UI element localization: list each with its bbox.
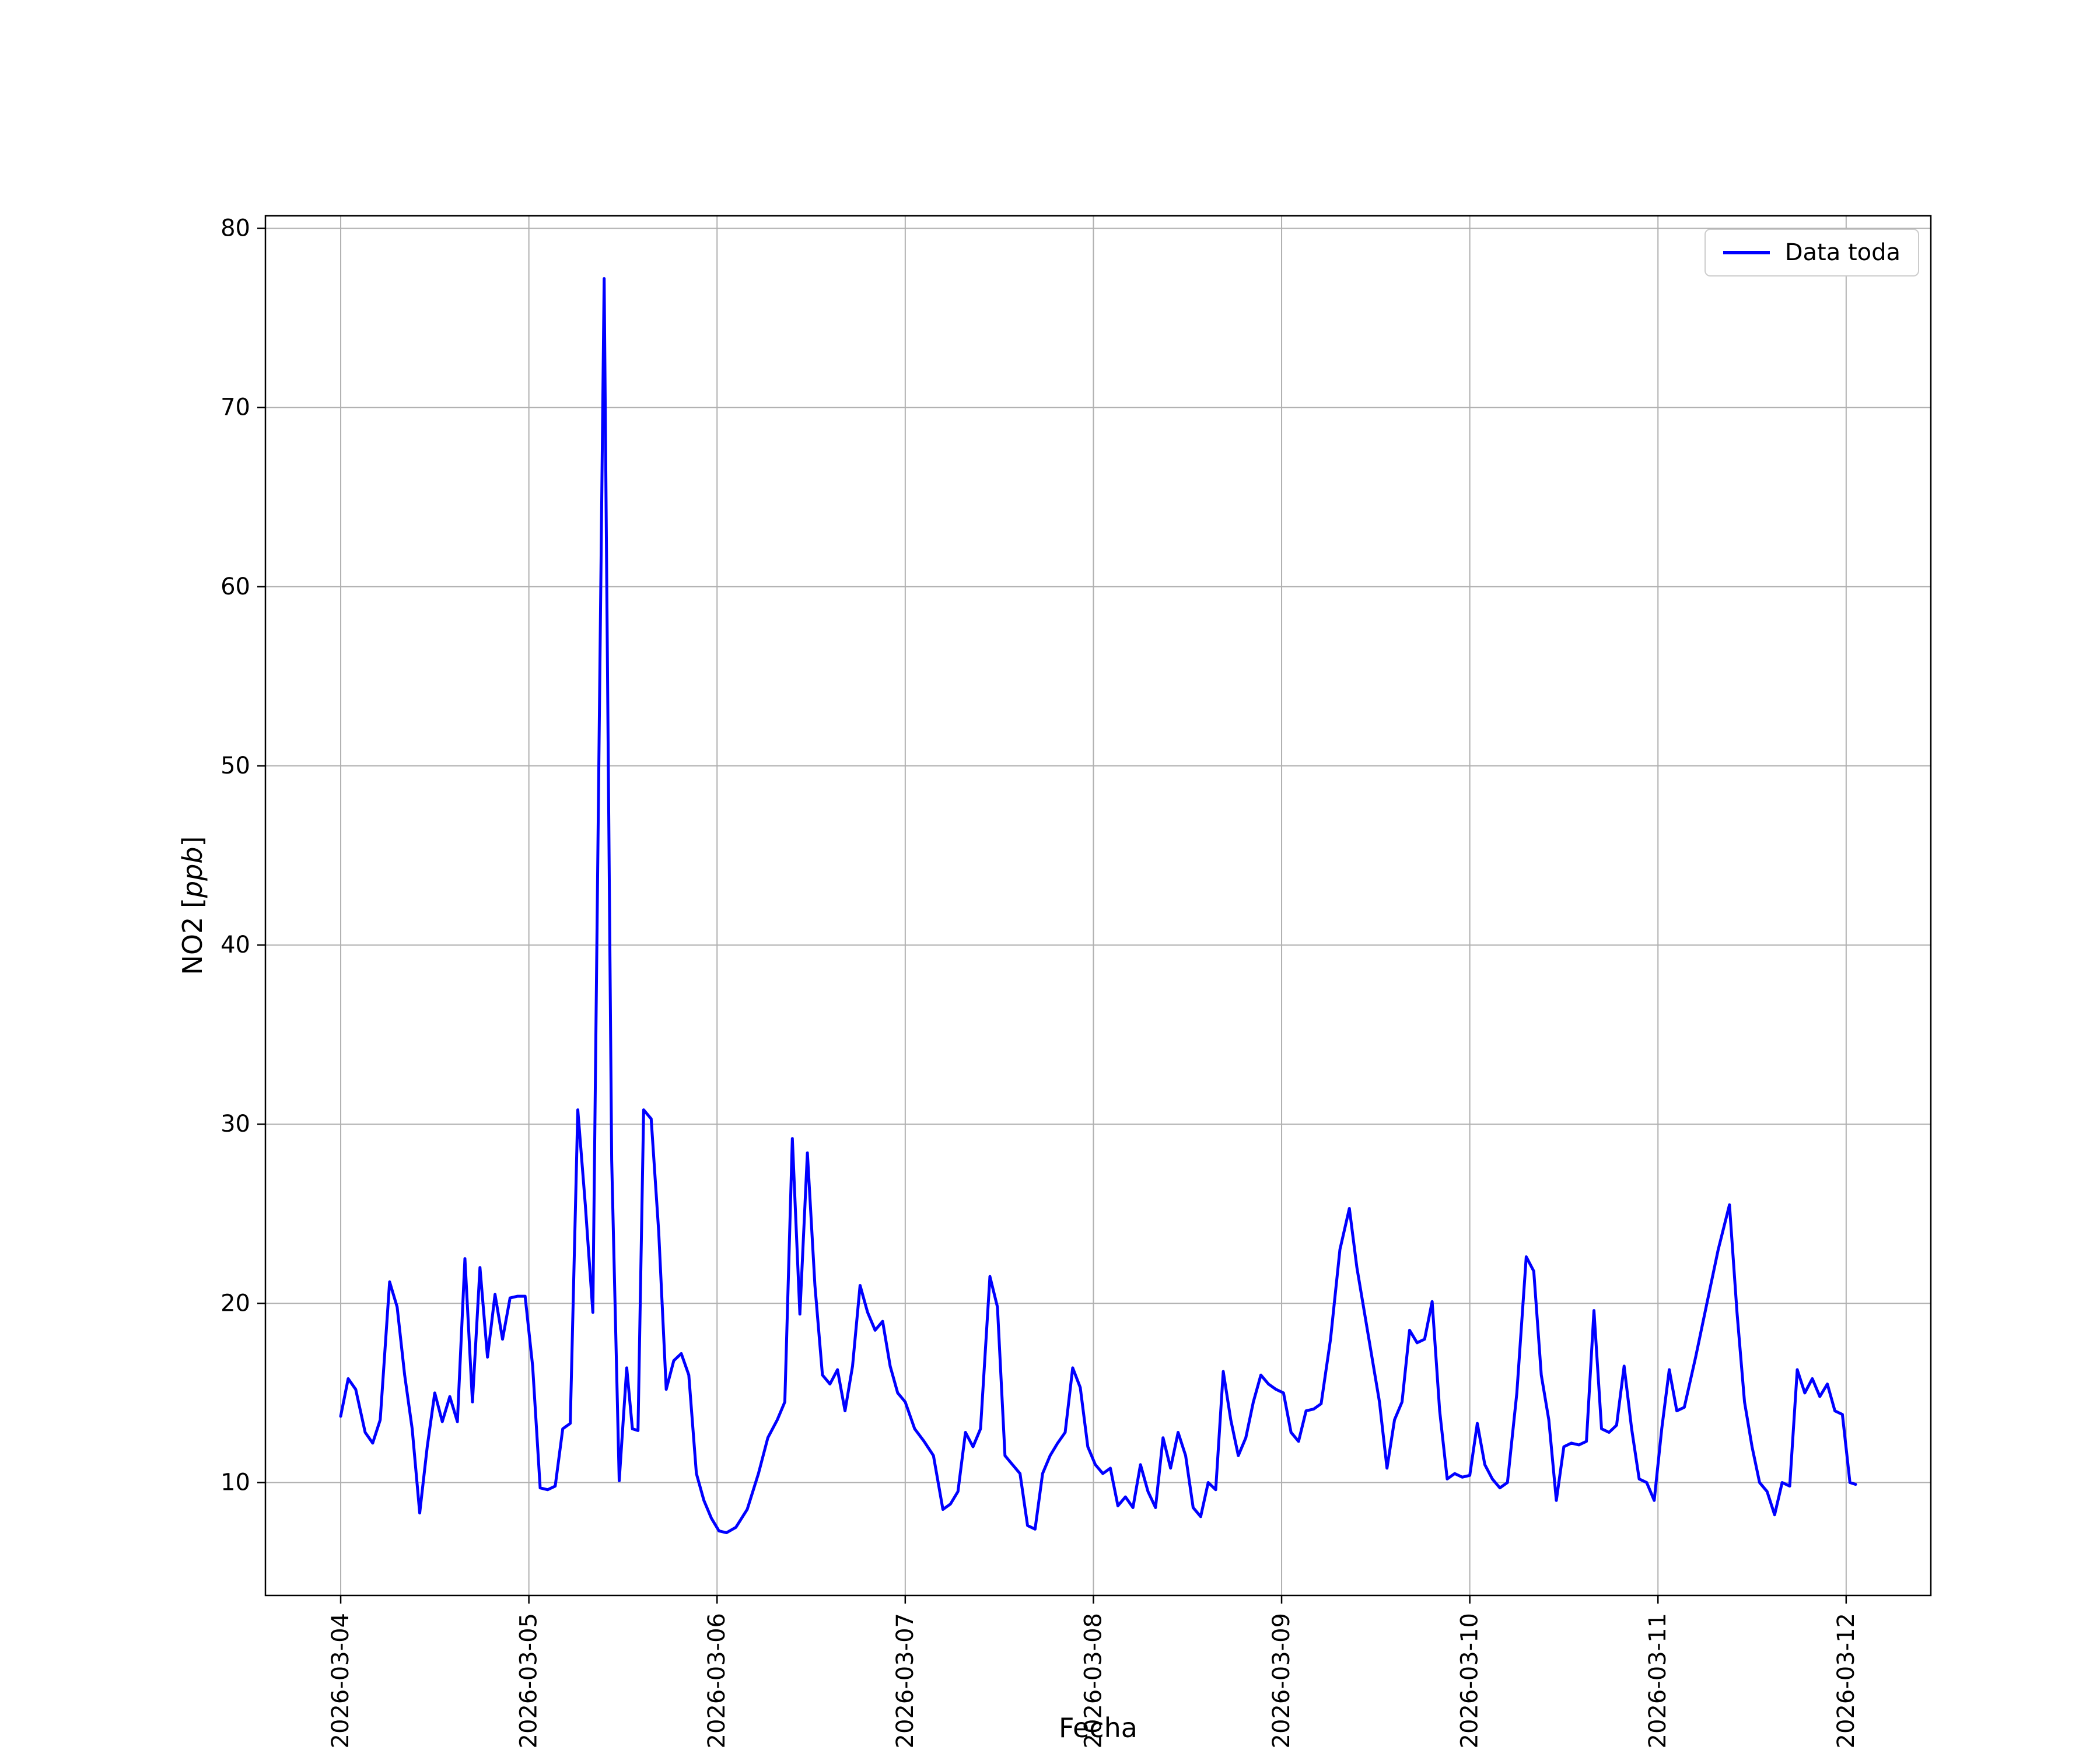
x-tick-label: 2026-03-09 [1268, 1613, 1295, 1748]
y-tick-label: 30 [220, 1111, 250, 1138]
y-tick-label: 60 [220, 573, 250, 600]
x-tick-label: 2026-03-06 [704, 1613, 730, 1748]
legend-line-sample [1723, 251, 1770, 254]
legend: Data toda [1704, 229, 1919, 276]
x-tick-label: 2026-03-12 [1833, 1613, 1860, 1748]
x-tick-label: 2026-03-11 [1644, 1613, 1671, 1748]
x-tick-label: 2026-03-07 [892, 1613, 919, 1748]
x-tick-label: 2026-03-08 [1080, 1613, 1107, 1748]
y-axis-label: NO2 [ppb] [177, 836, 208, 975]
y-tick-label: 10 [220, 1469, 250, 1496]
axes-spines [264, 215, 1932, 1597]
x-axis-label: Fecha [1059, 1712, 1138, 1744]
x-tick-label: 2026-03-04 [327, 1613, 354, 1748]
x-tick-label: 2026-03-05 [516, 1613, 542, 1748]
y-tick-label: 20 [220, 1290, 250, 1317]
y-tick-label: 40 [220, 932, 250, 958]
y-tick-label: 80 [220, 215, 250, 242]
y-tick-label: 50 [220, 752, 250, 779]
y-tick-label: 70 [220, 394, 250, 421]
series-line-data-toda [339, 277, 1857, 1534]
x-tick-label: 2026-03-10 [1457, 1613, 1483, 1748]
legend-label: Data toda [1784, 239, 1901, 266]
